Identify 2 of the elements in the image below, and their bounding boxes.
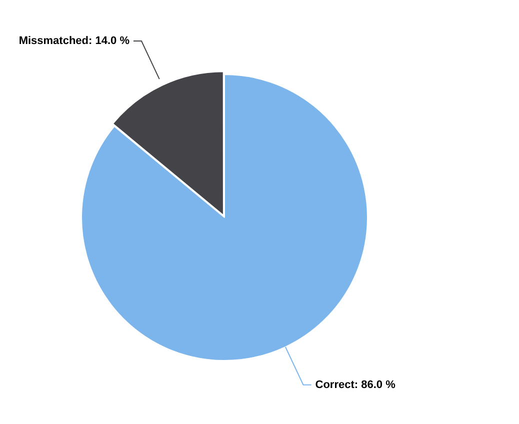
slice-label: Correct: 86.0 % <box>315 378 396 391</box>
slice-label: Missmatched: 14.0 % <box>18 35 130 48</box>
